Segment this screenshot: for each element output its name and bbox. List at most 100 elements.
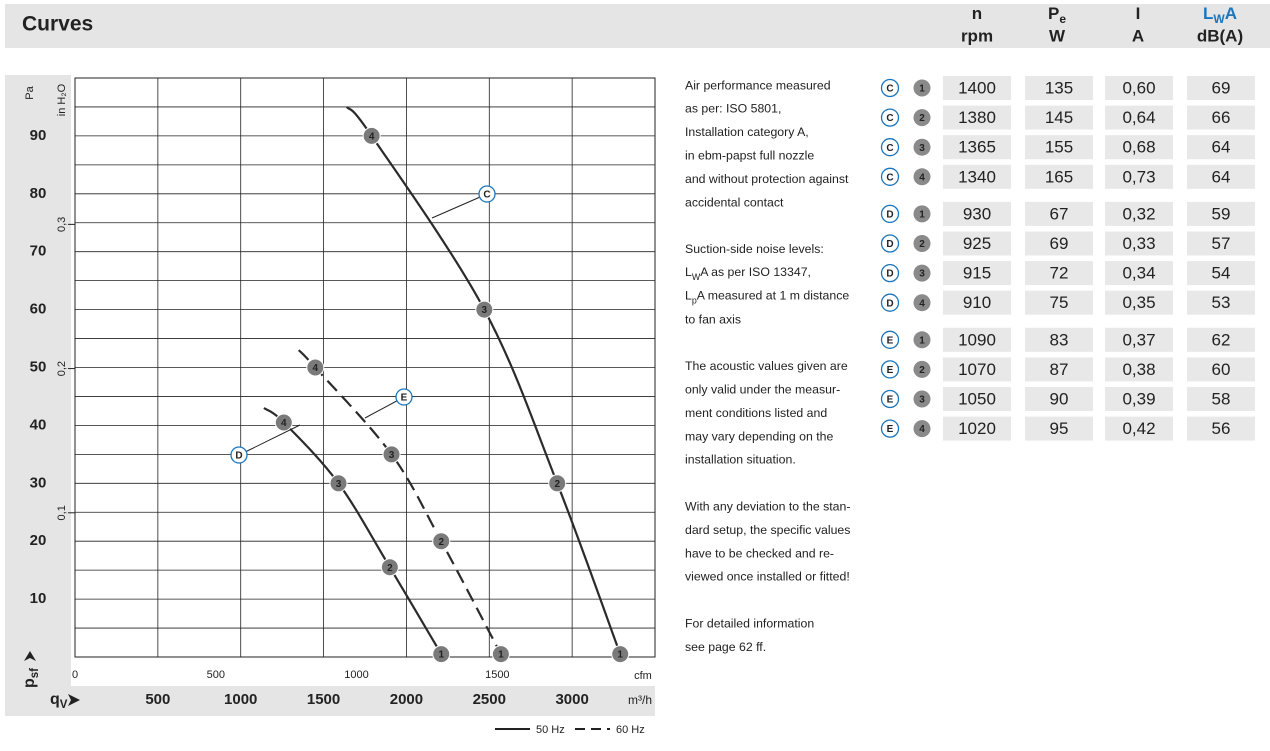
cell [1105, 261, 1173, 286]
cell [1187, 290, 1255, 315]
cell-value: 1020 [958, 419, 996, 438]
point-badge-label: 1 [919, 335, 925, 346]
operating-point [382, 445, 401, 464]
curve-badge [880, 167, 900, 186]
operating-point [475, 300, 494, 319]
x2-axis-label: cfm [634, 670, 652, 682]
curve-badge-label: E [887, 424, 894, 435]
cell [943, 290, 1011, 315]
cell [943, 387, 1011, 411]
operating-point [491, 645, 510, 664]
y-tick-label: 70 [30, 243, 47, 260]
cell-value: 0,34 [1122, 264, 1155, 283]
note-line: Suction-side noise levels: [685, 242, 824, 256]
cell [1187, 261, 1255, 286]
curve-badge [880, 234, 900, 253]
cell [1105, 387, 1173, 411]
curve-badge [880, 330, 900, 349]
cell-value: 155 [1045, 138, 1073, 157]
cell-value: 87 [1050, 360, 1069, 379]
note-line: only valid under the measur- [685, 382, 840, 396]
cell-value: 69 [1050, 234, 1069, 253]
point-badge-label: 2 [919, 113, 925, 124]
point-badge-label: 3 [919, 269, 925, 280]
cell-value: 0,37 [1122, 330, 1155, 349]
cell-value: 56 [1212, 419, 1231, 438]
legend-label: 60 Hz [616, 724, 645, 736]
cell-value: 90 [1050, 389, 1069, 408]
x-tick-label: 2000 [390, 691, 423, 708]
cell [943, 416, 1011, 441]
cell [1105, 416, 1173, 441]
note-line-main: L [685, 265, 692, 279]
x-tick-label: 3000 [555, 691, 588, 708]
note-line: The acoustic values given are [685, 359, 848, 373]
point-badge-label: 3 [919, 143, 925, 154]
point-badge-label: 1 [919, 84, 925, 95]
operating-point [362, 126, 381, 145]
cell-value: 95 [1050, 419, 1069, 438]
cell [1105, 231, 1173, 256]
note-line: have to be checked and re- [685, 546, 834, 560]
note-line: Air performance measured [685, 78, 831, 92]
x-tick-label: 1500 [307, 691, 340, 708]
point-badge [913, 294, 931, 312]
curve-badge [230, 446, 248, 464]
curve-badge [880, 78, 900, 98]
cell-value: 1340 [958, 167, 996, 186]
x-symbol-main: q [50, 691, 60, 708]
curve-badge-label: D [235, 451, 242, 462]
cell [943, 76, 1011, 100]
cell [1025, 327, 1093, 352]
cell [1105, 135, 1173, 160]
curve-badge [880, 108, 900, 127]
column-symbol-sub: W [1213, 12, 1225, 26]
curve-badge [880, 419, 900, 438]
cell-value: 72 [1050, 264, 1069, 283]
cell-value: 59 [1212, 204, 1231, 223]
y-symbol-main: p [21, 678, 38, 688]
x-symbol: qV [50, 691, 68, 711]
x-tick-label: 2500 [473, 691, 506, 708]
curve-badge-label: C [886, 172, 893, 183]
cell [1187, 387, 1255, 411]
cell [1025, 290, 1093, 315]
curve-badge [880, 293, 900, 312]
y-tick-label: 40 [30, 416, 47, 433]
note-line: to fan axis [685, 312, 741, 326]
column-unit: A [1132, 26, 1144, 45]
cell-value: 1070 [958, 360, 996, 379]
x-axis-label: m³/h [628, 693, 652, 707]
point-badge-label: 3 [919, 395, 925, 406]
operating-point-label: 1 [438, 650, 444, 661]
operating-point-label: 4 [369, 132, 375, 143]
cell [1105, 357, 1173, 382]
cell-value: 60 [1212, 360, 1231, 379]
note-line: LpA measured at 1 m distance [685, 289, 849, 306]
y2-tick-label: 0,2 [56, 361, 68, 376]
legend-label: 50 Hz [536, 724, 565, 736]
cell-value: 1380 [958, 108, 996, 127]
cell-value: 910 [963, 293, 991, 312]
x2-tick-label: 500 [207, 669, 225, 681]
cell [1187, 105, 1255, 130]
curve-badge [880, 138, 900, 157]
cell [1105, 164, 1173, 189]
operating-point [432, 645, 451, 664]
cell-value: 0,39 [1122, 389, 1155, 408]
cell [943, 201, 1011, 226]
point-badge-label: 1 [919, 210, 925, 221]
note-line: With any deviation to the stan- [685, 499, 850, 513]
note-line: dard setup, the specific values [685, 523, 850, 537]
x2-tick-label: 1000 [344, 669, 368, 681]
curve-badge [880, 389, 900, 409]
cell-value: 915 [963, 264, 991, 283]
cell [1187, 201, 1255, 226]
operating-point-label: 1 [617, 650, 623, 661]
operating-point-label: 2 [554, 479, 560, 490]
cell-value: 135 [1045, 78, 1073, 97]
note-line-sub: p [692, 296, 697, 306]
point-badge-label: 4 [919, 172, 925, 183]
cell [1187, 135, 1255, 160]
